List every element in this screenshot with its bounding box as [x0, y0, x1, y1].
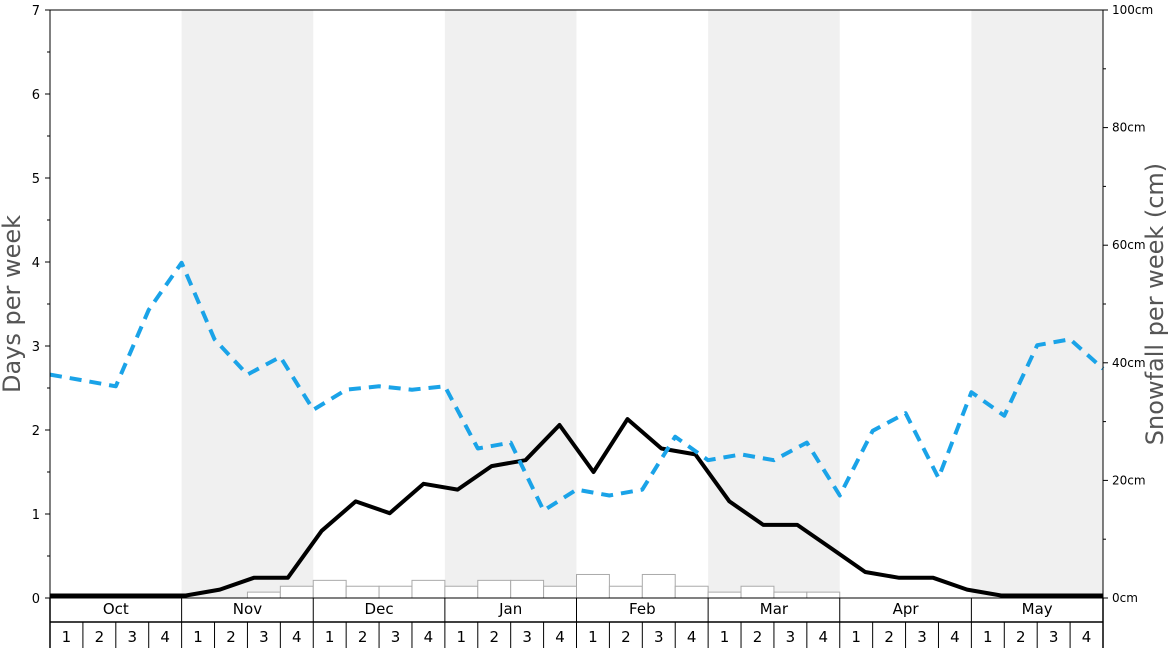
- left-tick-label: 6: [32, 88, 40, 103]
- week-label: 2: [753, 628, 763, 646]
- week-label: 1: [325, 628, 335, 646]
- snowfall-bar: [312, 579, 347, 599]
- snowfall-bar: [576, 573, 610, 599]
- snowfall-bar: [510, 579, 545, 599]
- right-tick-label: 20cm: [1112, 473, 1146, 487]
- week-label: 1: [983, 628, 993, 646]
- week-label: 1: [720, 628, 730, 646]
- week-label: 2: [358, 628, 368, 646]
- left-tick-label: 5: [32, 172, 40, 187]
- snowfall-bar: [707, 591, 742, 599]
- week-label: 3: [391, 628, 401, 646]
- snowfall-bar: [641, 573, 676, 599]
- month-label-oct: Oct: [103, 600, 129, 618]
- right-tick-label: 60cm: [1112, 238, 1146, 252]
- left-tick-label: 7: [32, 4, 40, 19]
- month-label-feb: Feb: [629, 600, 656, 618]
- right-axis-title: Snowfall per week (cm): [1141, 163, 1168, 445]
- month-label-mar: Mar: [760, 600, 789, 618]
- week-label: 3: [522, 628, 532, 646]
- week-label: 4: [555, 628, 565, 646]
- month-shading-layer: [181, 10, 1103, 598]
- left-tick-label: 3: [32, 340, 40, 355]
- week-label: 3: [654, 628, 664, 646]
- right-tick-label: 40cm: [1112, 356, 1146, 370]
- left-tick-label: 1: [32, 508, 40, 523]
- snowfall-bar: [543, 585, 577, 599]
- snowfall-bar: [246, 591, 281, 599]
- month-shade-mar: [708, 10, 840, 598]
- week-label: 3: [786, 628, 796, 646]
- week-label: 1: [193, 628, 203, 646]
- week-label: 2: [226, 628, 236, 646]
- left-axis-title: Days per week: [0, 215, 26, 393]
- week-label: 1: [457, 628, 467, 646]
- month-label-apr: Apr: [893, 600, 920, 618]
- month-shade-may: [971, 10, 1103, 598]
- snowfall-bar: [378, 585, 413, 599]
- lines-layer: [49, 260, 1105, 598]
- month-shade-jan: [444, 10, 577, 598]
- week-label: 1: [588, 628, 598, 646]
- snowfall-bar: [444, 585, 479, 599]
- month-label-dec: Dec: [365, 600, 394, 618]
- snowfall-bar: [608, 585, 643, 599]
- right-tick-label: 0cm: [1112, 591, 1138, 605]
- week-label: 3: [127, 628, 137, 646]
- snowfall-bar: [411, 579, 446, 599]
- snowfall-bar: [773, 591, 808, 599]
- month-label-jan: Jan: [498, 600, 522, 618]
- week-label: 1: [851, 628, 861, 646]
- right-tick-label: 100cm: [1112, 3, 1153, 17]
- week-label: 3: [917, 628, 927, 646]
- left-tick-label: 2: [32, 424, 40, 439]
- month-shade-nov: [181, 10, 314, 598]
- right-tick-label: 80cm: [1112, 121, 1146, 135]
- week-label: 3: [1049, 628, 1059, 646]
- dashed-series-line: [49, 260, 1105, 513]
- left-tick-label: 0: [32, 592, 40, 607]
- month-label-may: May: [1022, 600, 1053, 618]
- snowfall-bar: [477, 579, 512, 599]
- solid-series-line: [50, 417, 1103, 598]
- week-label: 4: [819, 628, 829, 646]
- week-label: 2: [489, 628, 499, 646]
- week-label: 2: [621, 628, 631, 646]
- week-label: 4: [1082, 628, 1092, 646]
- week-label: 4: [950, 628, 960, 646]
- snowfall-bar: [806, 591, 841, 599]
- month-label-nov: Nov: [233, 600, 262, 618]
- left-tick-label: 4: [32, 256, 40, 271]
- week-label: 2: [884, 628, 894, 646]
- week-label: 4: [160, 628, 170, 646]
- week-label: 4: [292, 628, 302, 646]
- snowfall-bar: [674, 585, 709, 599]
- week-label: 2: [95, 628, 105, 646]
- week-label: 3: [259, 628, 269, 646]
- snowfall-bar: [345, 585, 380, 599]
- week-label: 2: [1016, 628, 1026, 646]
- week-label: 4: [687, 628, 697, 646]
- week-label: 4: [424, 628, 434, 646]
- axes-layer: 0 1 2 3 4 5 6 7 0cm 20cm 40cm 60cm 80cm 100cm Oct 1 2 3 4 N…: [32, 3, 1153, 648]
- snowfall-bar: [740, 585, 775, 599]
- week-label: 1: [62, 628, 72, 646]
- snowfall-bar: [279, 585, 314, 599]
